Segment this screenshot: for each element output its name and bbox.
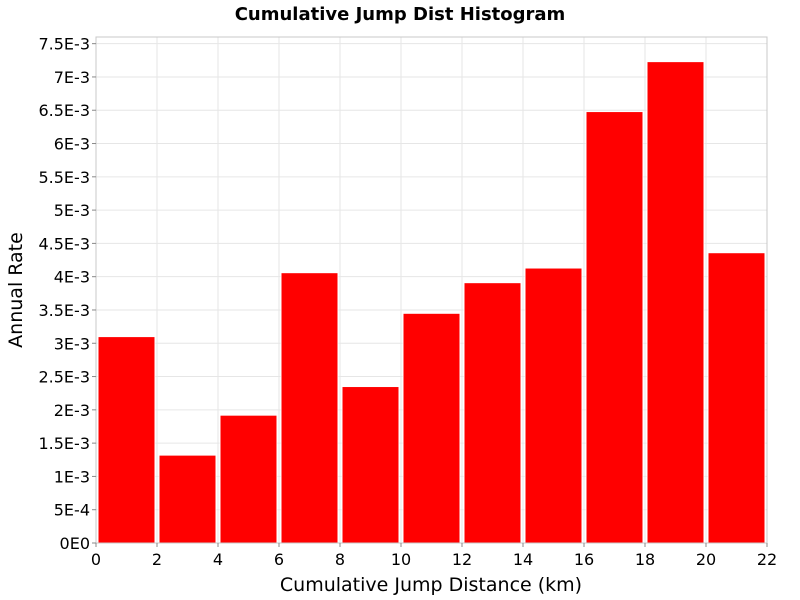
histogram-bar [341, 386, 400, 544]
histogram-bar [463, 282, 522, 544]
x-tick-label: 8 [335, 550, 345, 569]
x-tick-label: 0 [91, 550, 101, 569]
histogram-bar [646, 61, 705, 544]
x-tick-label: 10 [391, 550, 411, 569]
x-tick-label: 6 [274, 550, 284, 569]
x-tick-label: 20 [696, 550, 716, 569]
y-tick-label: 0E0 [60, 534, 90, 553]
histogram-bar [158, 454, 217, 544]
y-tick-label: 6.5E-3 [38, 101, 90, 120]
x-tick-label: 16 [574, 550, 594, 569]
y-tick-label: 2.5E-3 [38, 368, 90, 387]
histogram-bar [219, 414, 278, 544]
chart-title: Cumulative Jump Dist Histogram [235, 4, 566, 25]
y-tick-label: 5E-4 [54, 501, 90, 520]
x-axis-ticks: 0 2 4 6 8 10 12 14 16 18 20 22 [91, 543, 777, 569]
y-tick-label: 1.5E-3 [38, 434, 90, 453]
x-tick-label: 12 [452, 550, 472, 569]
plot-area [95, 36, 768, 544]
x-tick-label: 18 [635, 550, 655, 569]
histogram-bar [280, 272, 339, 544]
histogram-bar [402, 312, 461, 544]
x-tick-label: 2 [152, 550, 162, 569]
y-tick-label: 4.5E-3 [38, 234, 90, 253]
bars [97, 61, 766, 544]
y-tick-label: 6E-3 [54, 135, 90, 154]
x-tick-label: 22 [757, 550, 777, 569]
histogram-bar [524, 267, 583, 544]
y-tick-label: 3E-3 [54, 334, 90, 353]
y-tick-label: 3.5E-3 [38, 301, 90, 320]
histogram-bar [707, 252, 766, 544]
histogram-bar [97, 336, 156, 544]
y-tick-label: 7.5E-3 [38, 35, 90, 54]
y-axis-label: Annual Rate [5, 232, 27, 348]
x-axis-label: Cumulative Jump Distance (km) [280, 574, 582, 596]
y-tick-label: 5.5E-3 [38, 168, 90, 187]
y-tick-label: 1E-3 [54, 467, 90, 486]
x-tick-label: 4 [213, 550, 223, 569]
y-tick-label: 5E-3 [54, 201, 90, 220]
y-tick-label: 2E-3 [54, 401, 90, 420]
histogram-bar [585, 111, 644, 544]
y-axis-ticks: 0E0 5E-4 1E-3 1.5E-3 2E-3 2.5E-3 3E-3 3.5E-3 4E-… [38, 35, 96, 553]
y-tick-label: 4E-3 [54, 268, 90, 287]
y-tick-label: 7E-3 [54, 68, 90, 87]
x-tick-label: 14 [513, 550, 533, 569]
